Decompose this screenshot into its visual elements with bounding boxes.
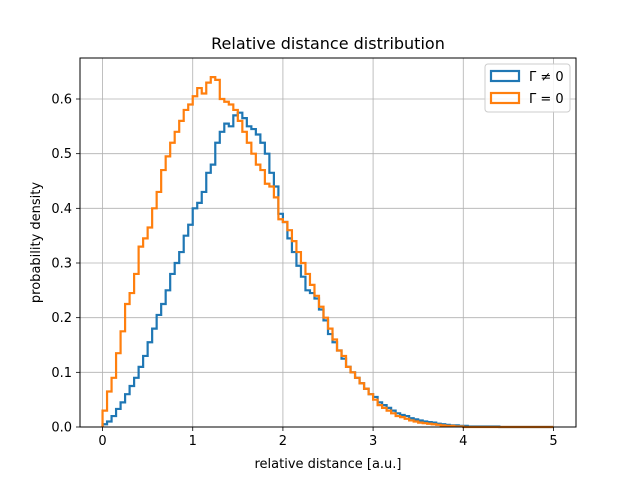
x-tick-label: 4 <box>459 434 467 449</box>
legend-swatch <box>489 69 521 83</box>
legend-label: Γ ≠ 0 <box>529 70 564 85</box>
series-layer <box>101 76 554 429</box>
chart-title: Relative distance distribution <box>211 34 445 53</box>
y-tick-label: 0.6 <box>51 93 72 108</box>
y-tick-label: 0.1 <box>51 366 72 381</box>
x-axis-label: relative distance [a.u.] <box>255 457 402 472</box>
x-tick-label: 0 <box>98 434 106 449</box>
x-tick-label: 5 <box>549 434 557 449</box>
y-tick-label: 0.4 <box>51 202 72 217</box>
y-tick-label: 0.0 <box>51 421 72 436</box>
axis-ticks: 0 1 2 3 4 5 0.0 0.1 0.2 0.3 0.4 0.5 0.6 <box>51 93 557 450</box>
histogram-series-2 <box>101 76 554 429</box>
plot-frame <box>79 57 577 428</box>
grid-lines <box>80 58 576 428</box>
y-tick-label: 0.2 <box>51 311 72 326</box>
legend-swatch <box>489 91 521 105</box>
y-tick-label: 0.3 <box>51 257 72 272</box>
legend-box <box>484 63 571 113</box>
x-tick-label: 2 <box>279 434 287 449</box>
x-tick-label: 3 <box>369 434 377 449</box>
legend-label: Γ = 0 <box>529 92 564 107</box>
x-tick-label: 1 <box>189 434 197 449</box>
y-axis-label: probability density <box>29 182 44 303</box>
y-tick-label: 0.5 <box>51 147 72 162</box>
legend: Γ ≠ 0 Γ = 0 <box>484 63 571 113</box>
